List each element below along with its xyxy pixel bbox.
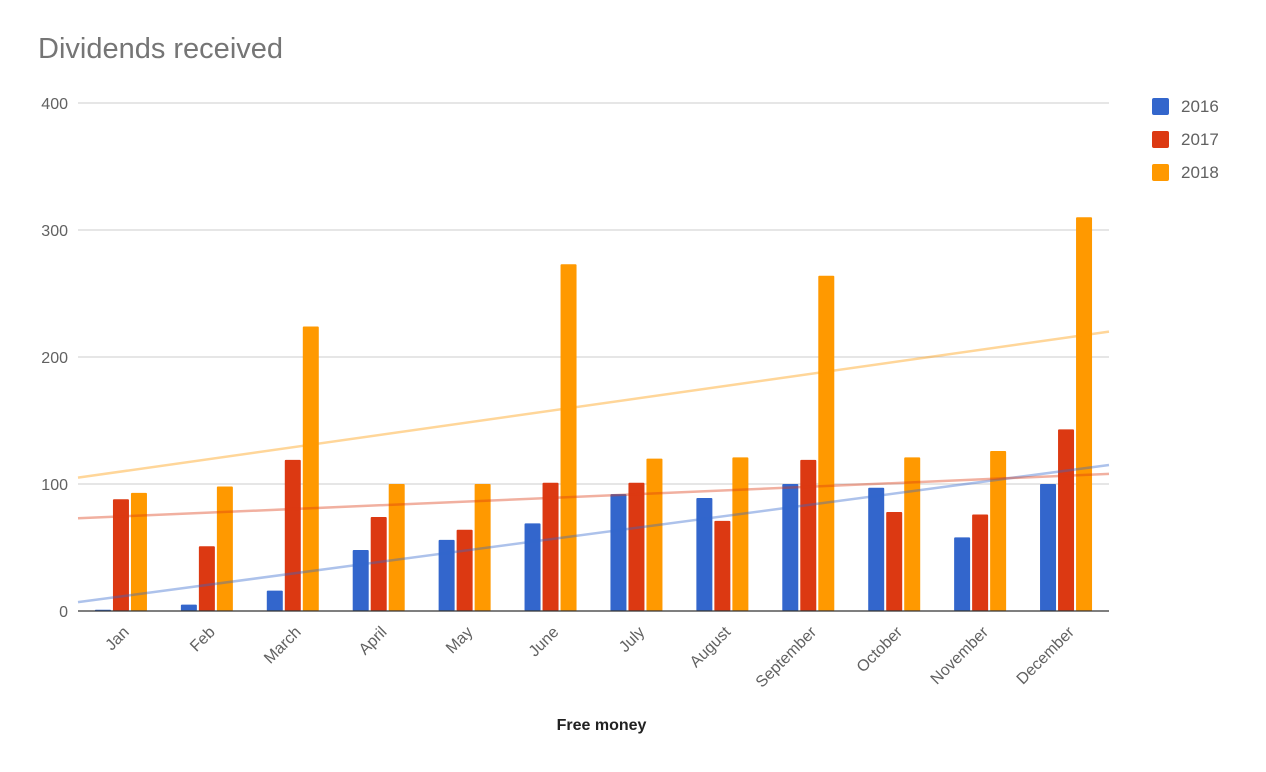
chart-title: Dividends received bbox=[38, 33, 284, 65]
x-tick-label: December bbox=[1014, 623, 1079, 688]
bar-2016-november bbox=[954, 537, 971, 611]
bar-2017-july bbox=[628, 482, 645, 611]
x-tick-label: October bbox=[854, 623, 907, 676]
x-tick-label: May bbox=[443, 624, 476, 657]
x-tick-label: November bbox=[928, 623, 993, 688]
legend-swatch bbox=[1152, 164, 1169, 181]
bar-2016-august bbox=[696, 497, 713, 611]
legend-item-2018: 2018 bbox=[1152, 156, 1219, 189]
bar-2017-feb bbox=[198, 546, 215, 611]
bar-2017-march bbox=[284, 459, 301, 611]
bar-2016-september bbox=[782, 484, 799, 611]
legend-swatch bbox=[1152, 131, 1169, 148]
trendline-2016 bbox=[77, 463, 1110, 604]
bar-2016-june bbox=[524, 523, 541, 611]
bar-2016-october bbox=[868, 487, 885, 611]
bar-2017-jan bbox=[112, 499, 129, 611]
x-tick-label: September bbox=[753, 623, 821, 691]
trendline-2018 bbox=[77, 330, 1110, 479]
x-tick-label: Feb bbox=[187, 624, 219, 656]
bar-2018-september bbox=[818, 275, 835, 611]
bar-2017-november bbox=[972, 514, 989, 611]
bar-2018-august bbox=[732, 457, 749, 611]
legend-item-2016: 2016 bbox=[1152, 90, 1219, 123]
legend: 2016 2017 2018 bbox=[1152, 90, 1219, 189]
bar-2018-november bbox=[990, 450, 1007, 611]
y-tick-label: 400 bbox=[41, 96, 68, 113]
y-tick-label: 0 bbox=[59, 604, 68, 621]
y-tick-label: 300 bbox=[41, 223, 68, 240]
legend-label: 2018 bbox=[1181, 162, 1219, 182]
bar-2017-august bbox=[714, 520, 731, 611]
bar-2018-feb bbox=[216, 486, 233, 611]
legend-swatch bbox=[1152, 98, 1169, 115]
bar-2018-june bbox=[560, 264, 577, 611]
bar-2016-april bbox=[352, 550, 369, 611]
x-tick-label: March bbox=[261, 624, 304, 667]
bar-2018-december bbox=[1076, 217, 1093, 612]
bar-2018-may bbox=[474, 484, 491, 611]
bar-2017-december bbox=[1058, 429, 1075, 611]
legend-label: 2017 bbox=[1181, 129, 1219, 149]
bar-2016-may bbox=[438, 539, 455, 611]
bar-2016-march bbox=[266, 590, 283, 611]
legend-item-2017: 2017 bbox=[1152, 123, 1219, 156]
bar-2016-feb bbox=[180, 604, 197, 611]
x-tick-label: April bbox=[356, 624, 391, 659]
y-tick-label: 100 bbox=[41, 477, 68, 494]
bar-2018-jan bbox=[130, 492, 147, 611]
y-tick-label: 200 bbox=[41, 350, 68, 367]
bar-2018-october bbox=[904, 457, 921, 611]
bar-2017-june bbox=[542, 482, 559, 611]
x-axis-title: Free money bbox=[557, 717, 647, 734]
bar-2017-september bbox=[800, 459, 817, 611]
bar-2018-april bbox=[388, 484, 405, 611]
trendline-2017 bbox=[77, 472, 1110, 520]
x-tick-label: Jan bbox=[103, 624, 133, 654]
x-tick-label: June bbox=[526, 624, 563, 661]
bar-2018-july bbox=[646, 458, 663, 611]
x-tick-label: July bbox=[616, 624, 648, 656]
bar-2018-march bbox=[302, 326, 319, 611]
bar-2017-october bbox=[886, 511, 903, 611]
bar-2016-december bbox=[1040, 484, 1057, 611]
bar-2017-may bbox=[456, 529, 473, 611]
legend-label: 2016 bbox=[1181, 96, 1219, 116]
bar-2017-april bbox=[370, 517, 387, 611]
bar-2016-july bbox=[610, 494, 627, 611]
x-tick-label: August bbox=[687, 623, 735, 671]
